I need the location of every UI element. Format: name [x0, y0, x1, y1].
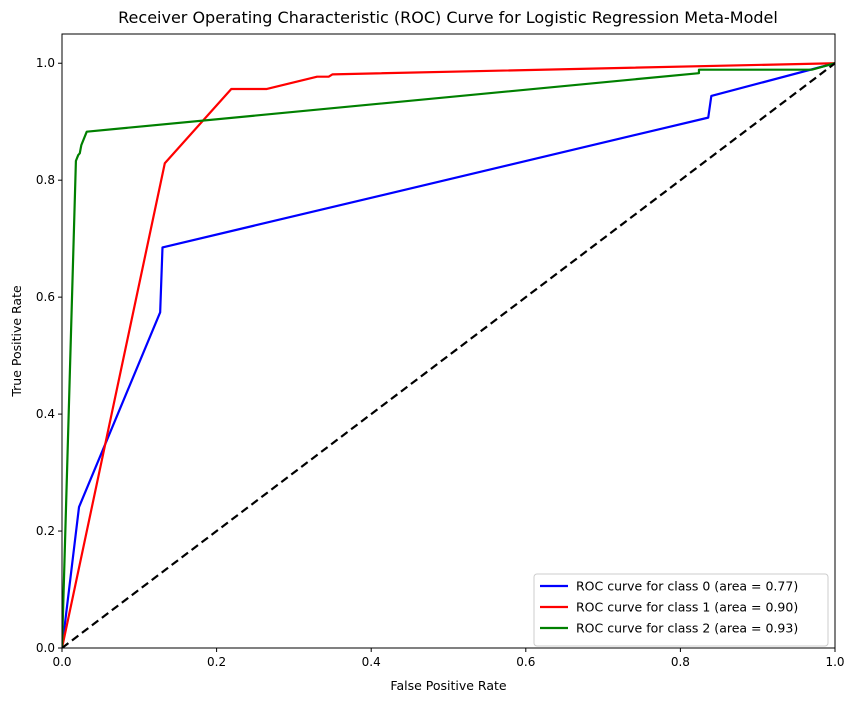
- legend-box: [533, 573, 829, 647]
- y-tick-label: 1.0: [36, 56, 55, 70]
- x-tick-label: 0.2: [207, 655, 226, 669]
- y-tick-label: 0.4: [36, 407, 55, 421]
- roc-curve-class-1: [62, 62, 835, 648]
- x-tick-label: 1.0: [825, 655, 844, 669]
- y-axis-label: True Positive Rate: [9, 285, 24, 398]
- roc-curve-class-0: [62, 62, 835, 648]
- x-axis-label: False Positive Rate: [390, 678, 506, 693]
- x-tick-label: 0.4: [362, 655, 381, 669]
- x-tick-label: 0.8: [671, 655, 690, 669]
- y-tick-label: 0.2: [36, 524, 55, 538]
- legend: ROC curve for class 0 (area = 0.77) ROC c…: [533, 573, 829, 647]
- legend-entry: ROC curve for class 0 (area = 0.77): [576, 579, 798, 594]
- y-tick-label: 0.6: [36, 290, 55, 304]
- x-tick-label: 0.6: [516, 655, 535, 669]
- chart-title: Receiver Operating Characteristic (ROC) …: [118, 8, 778, 27]
- y-tick-label: 0.0: [36, 641, 55, 655]
- legend-entry: ROC curve for class 1 (area = 0.90): [576, 600, 798, 615]
- legend-entry: ROC curve for class 2 (area = 0.93): [576, 621, 798, 636]
- chance-diagonal-line: [62, 62, 835, 648]
- y-tick-label: 0.8: [36, 173, 55, 187]
- roc-curve-class-2: [62, 62, 835, 648]
- x-tick-label: 0.0: [52, 655, 71, 669]
- plot-frame: [61, 33, 836, 649]
